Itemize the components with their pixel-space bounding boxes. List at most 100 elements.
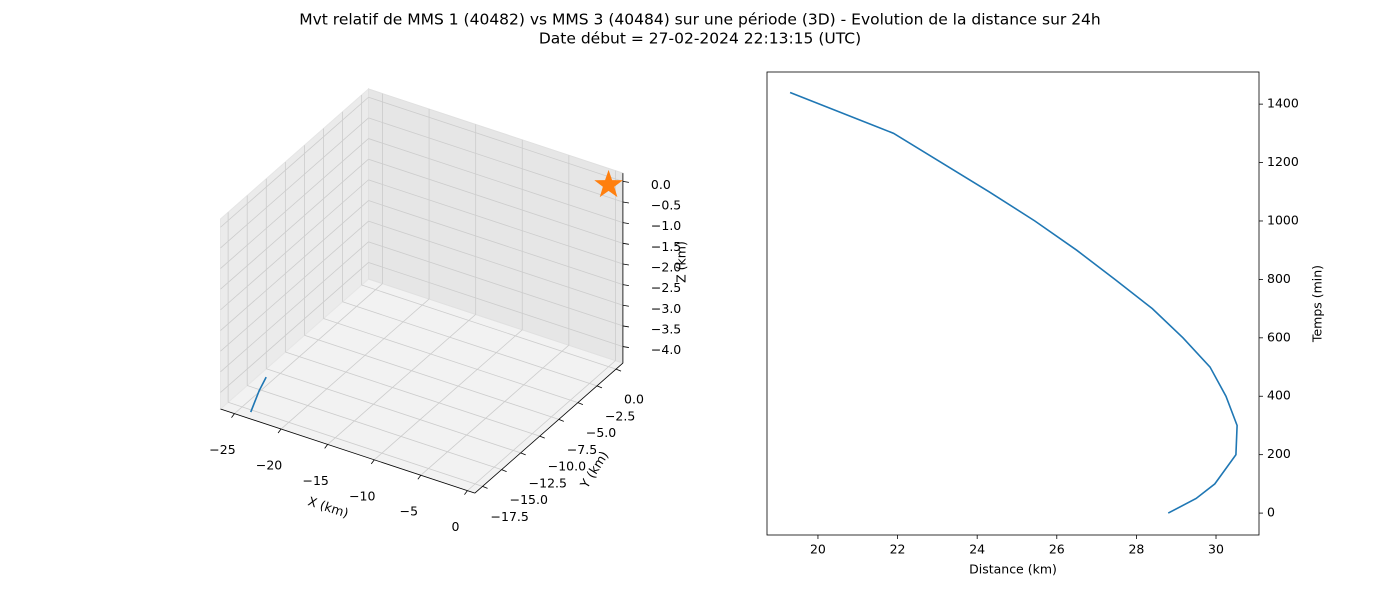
z-tick-label: −2.0 xyxy=(651,259,681,274)
tick-mark xyxy=(622,263,629,266)
y-tick-label: 1400 xyxy=(1267,96,1299,111)
tick-mark xyxy=(482,486,488,489)
tick-mark xyxy=(615,368,622,372)
tick-mark xyxy=(417,474,422,480)
tick-mark xyxy=(501,469,507,473)
y-tick-label: −12.5 xyxy=(529,475,567,490)
tick-mark xyxy=(324,444,328,449)
grid-line xyxy=(220,200,369,331)
grid-line xyxy=(285,351,540,437)
x-axis xyxy=(220,408,476,494)
tick-mark xyxy=(464,490,468,495)
tick-mark xyxy=(277,428,282,434)
tick-mark xyxy=(622,284,629,287)
grid-line xyxy=(280,298,430,430)
grid-line xyxy=(368,96,624,182)
grid-line xyxy=(361,284,617,370)
x-tick-label: 26 xyxy=(1049,542,1065,557)
z-tick-label: −1.5 xyxy=(651,239,681,254)
grid-line xyxy=(368,117,624,203)
y-tick-label: 1200 xyxy=(1267,154,1299,169)
grid-line xyxy=(368,241,624,327)
grid-line xyxy=(220,179,369,311)
x-tick-label: −5 xyxy=(400,504,418,519)
tick-mark xyxy=(622,201,629,204)
y-tick-label: 0.0 xyxy=(624,392,644,407)
z-tick-label: −4.0 xyxy=(651,342,681,357)
grid-line xyxy=(368,138,624,224)
tick-mark xyxy=(558,419,564,422)
tick-mark xyxy=(622,304,629,307)
y-tick-label: −17.5 xyxy=(491,509,529,524)
grid-line xyxy=(220,158,369,290)
tick-mark xyxy=(622,180,629,183)
y-tick-label: 400 xyxy=(1267,388,1291,403)
grid-line xyxy=(323,318,579,404)
x-tick-label: −10 xyxy=(349,488,375,503)
grid-line xyxy=(247,385,502,471)
y-tick-label: −15.0 xyxy=(510,492,548,507)
tick-mark xyxy=(596,385,603,389)
tick-mark xyxy=(231,413,235,418)
tick-mark xyxy=(622,222,629,225)
tick-mark xyxy=(520,452,526,456)
figure-subtitle: Date début = 27-02-2024 22:13:15 (UTC) xyxy=(539,30,861,48)
x-axis-label: Distance (km) xyxy=(969,562,1057,577)
y-tick-label: −2.5 xyxy=(605,408,635,423)
grid-line xyxy=(368,158,624,244)
y-tick-label: −7.5 xyxy=(567,442,597,457)
z-tick-label: −2.5 xyxy=(651,280,681,295)
figure-title: Mvt relatif de MMS 1 (40482) vs MMS 3 (4… xyxy=(299,11,1101,29)
grid-line xyxy=(368,200,624,286)
x-tick-label: 24 xyxy=(969,542,985,557)
grid-line xyxy=(373,329,523,461)
x-tick-label: 20 xyxy=(810,542,826,557)
grid-line xyxy=(304,334,559,420)
y-tick-label: 1000 xyxy=(1267,212,1299,227)
grid-line xyxy=(266,368,521,454)
grid-line xyxy=(368,179,624,265)
distance-line xyxy=(789,91,1238,514)
x-tick-label: 0 xyxy=(451,519,459,534)
y-tick-label: 800 xyxy=(1267,271,1291,286)
tick-mark xyxy=(622,242,629,245)
y-axis xyxy=(474,362,624,494)
y-tick-label: 0 xyxy=(1267,505,1275,520)
x-tick-label: −15 xyxy=(302,473,328,488)
grid-line xyxy=(368,262,624,347)
x-tick-label: 30 xyxy=(1208,542,1224,557)
z-tick-label: 0.0 xyxy=(651,177,671,192)
x-tick-label: −20 xyxy=(256,458,282,473)
y-tick-label: 200 xyxy=(1267,446,1291,461)
grid-line xyxy=(228,401,483,487)
plot-frame xyxy=(766,71,1260,536)
tick-mark xyxy=(370,459,375,465)
grid-line xyxy=(467,360,616,491)
grid-line xyxy=(220,96,369,228)
y-tick-label: −10.0 xyxy=(548,459,586,474)
grid-line xyxy=(342,301,598,387)
z-axis-label: Z (km) xyxy=(674,241,689,283)
grid-line xyxy=(220,262,369,393)
tick-mark xyxy=(539,435,545,439)
grid-line xyxy=(327,314,476,445)
star-marker xyxy=(594,169,623,198)
z-tick-label: −3.5 xyxy=(651,321,681,336)
z-tick-label: −1.0 xyxy=(651,218,681,233)
y-tick-label: −5.0 xyxy=(586,425,616,440)
z-tick-label: −0.5 xyxy=(651,198,681,213)
grid-line xyxy=(220,241,369,373)
z-tick-label: −3.0 xyxy=(651,301,681,316)
grid-line xyxy=(220,138,369,269)
x-tick-label: 28 xyxy=(1128,542,1144,557)
y-axis-label: Temps (min) xyxy=(1310,265,1325,343)
grid-line xyxy=(420,344,570,476)
tick-mark xyxy=(622,325,629,328)
x-tick-label: 22 xyxy=(890,542,906,557)
grid-line xyxy=(368,220,624,306)
grid-line xyxy=(220,220,369,352)
tick-mark xyxy=(577,402,584,406)
trajectory-line xyxy=(249,376,267,413)
y-tick-label: 600 xyxy=(1267,329,1291,344)
